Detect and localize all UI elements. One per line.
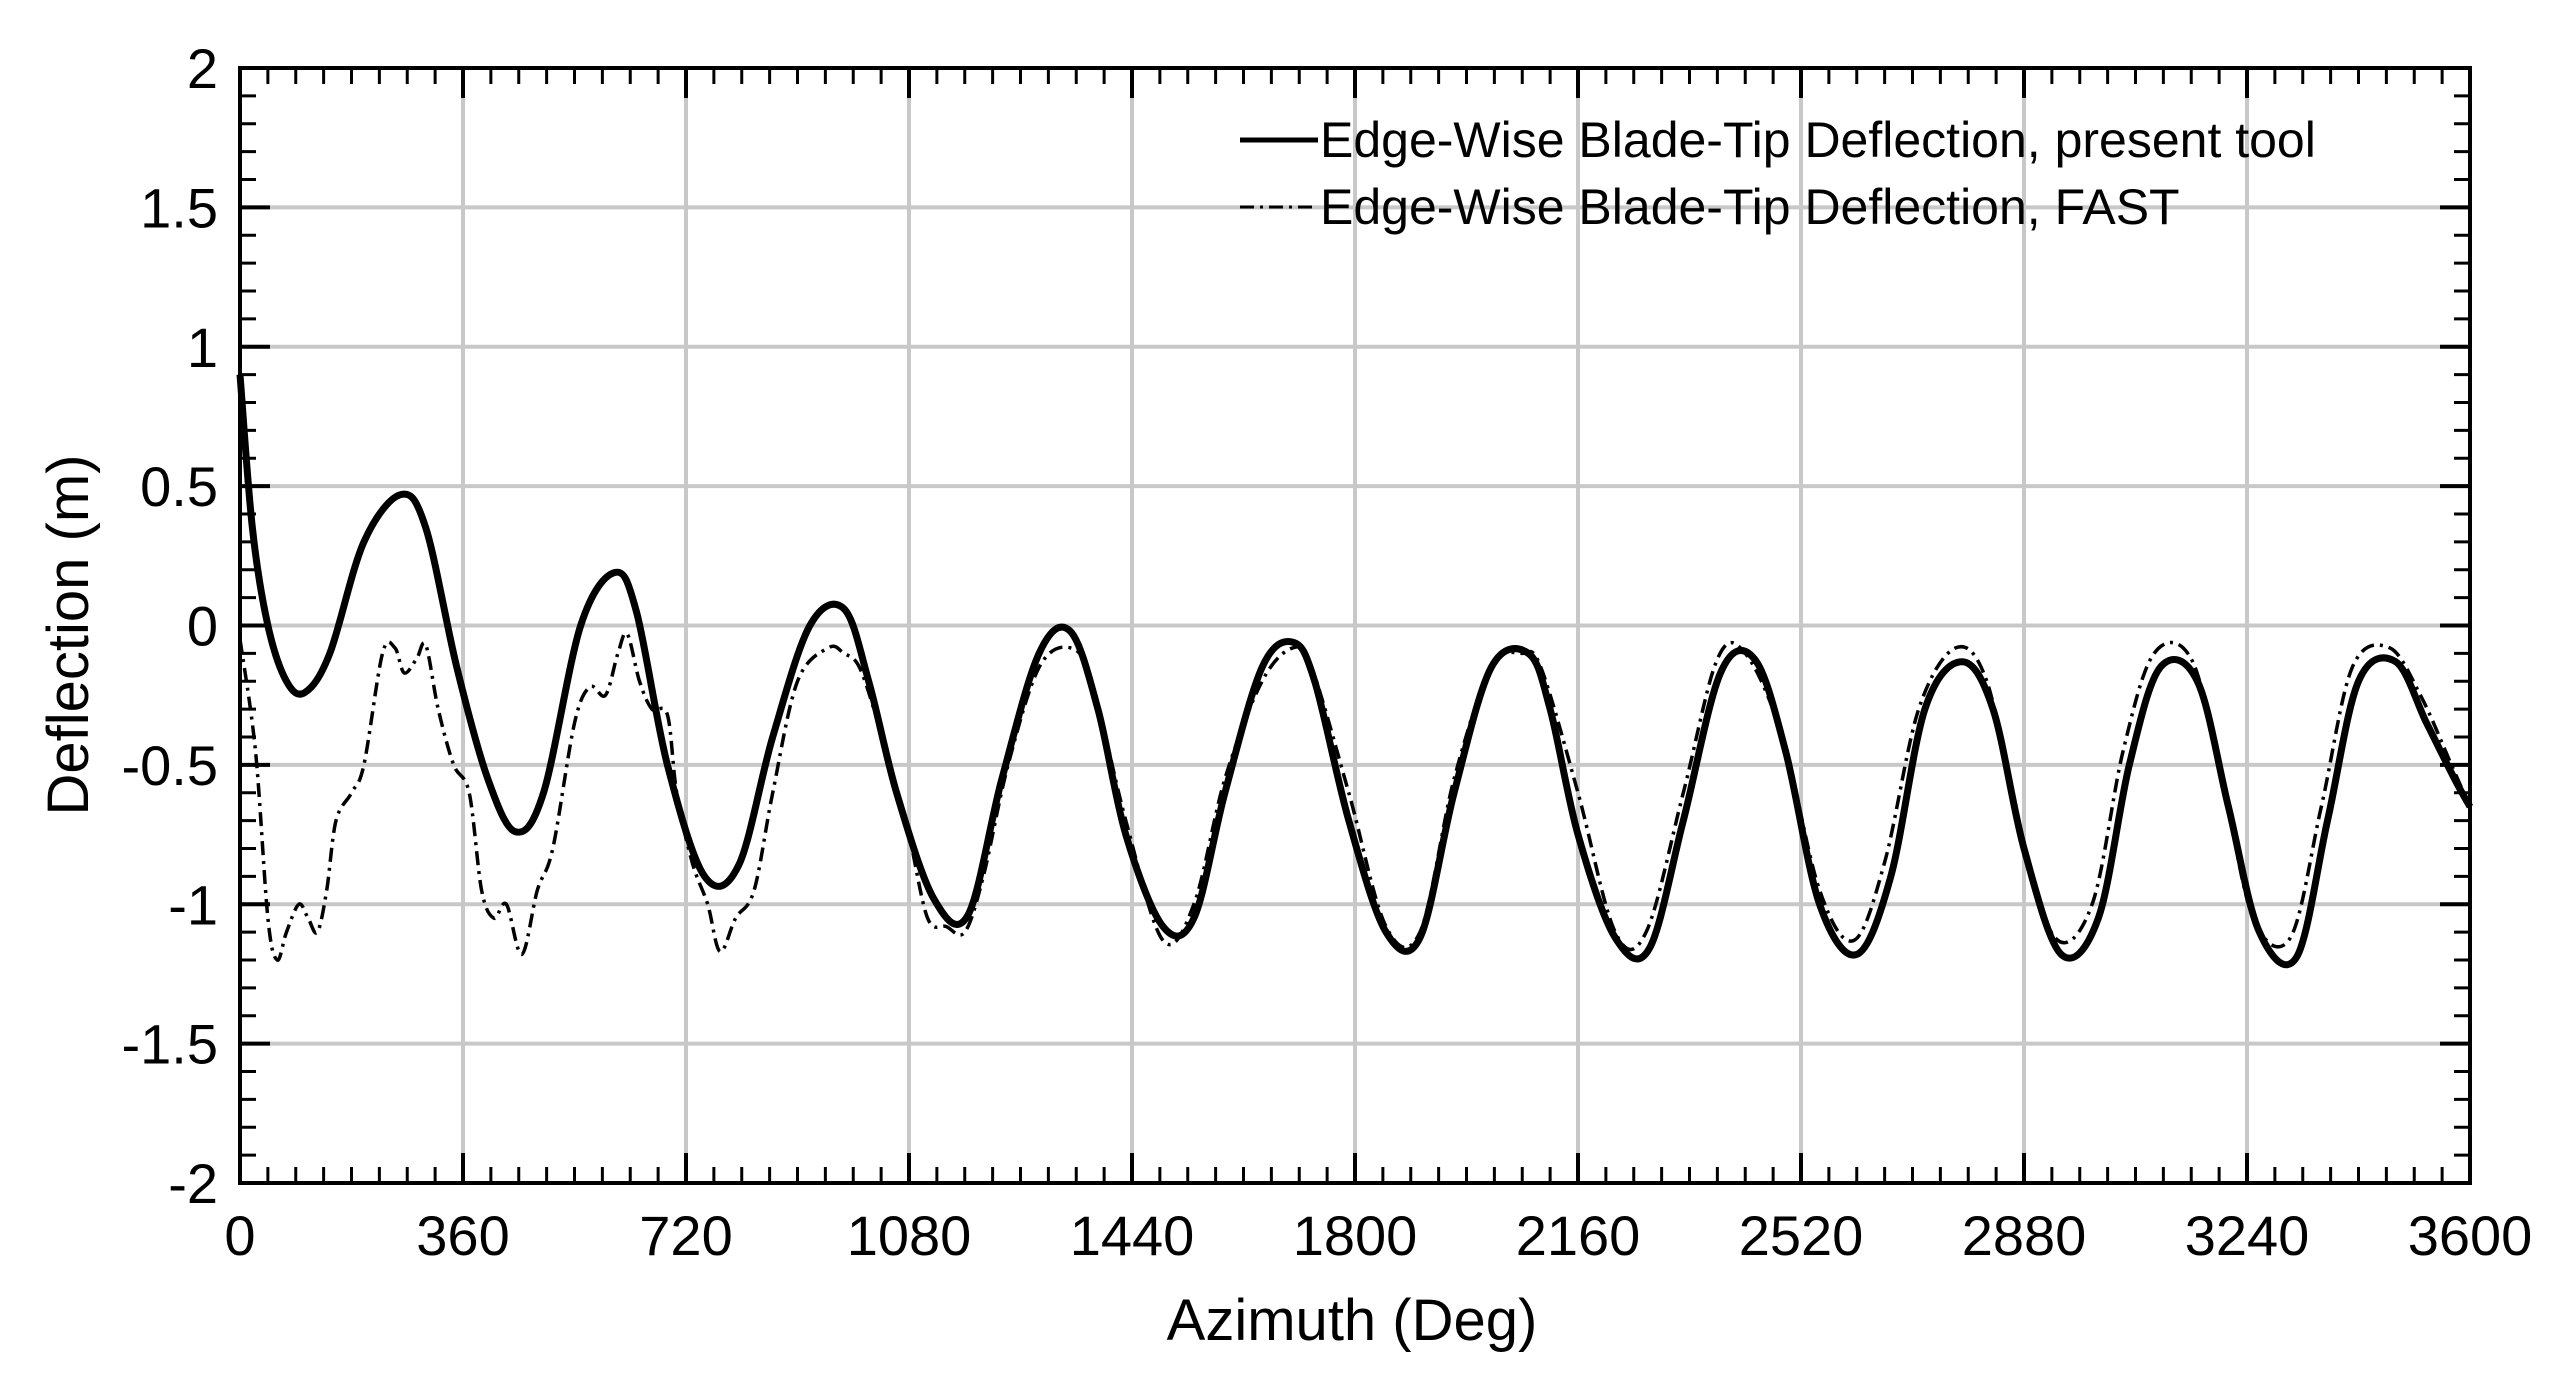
y-tick-label: -1 — [168, 873, 218, 936]
y-tick-label: 0 — [187, 595, 218, 658]
x-tick-label: 0 — [224, 1204, 255, 1267]
series-line-present-tool — [236, 374, 2474, 969]
axis-ticks — [238, 66, 2472, 1185]
y-tick-label: -0.5 — [122, 734, 219, 797]
x-tick-label: 720 — [639, 1204, 732, 1267]
y-tick-label: -1.5 — [122, 1013, 219, 1076]
grid-lines — [240, 68, 2470, 1183]
y-axis-title: Deflection (m) — [36, 455, 101, 816]
y-tick-label: 2 — [187, 37, 218, 100]
x-tick-label: 2880 — [1962, 1204, 2087, 1267]
series-lines — [236, 374, 2474, 969]
y-tick-labels: 2 1.5 1 0.5 0 -0.5 -1 -1.5 -2 — [122, 37, 219, 1215]
x-tick-label: 1800 — [1293, 1204, 1418, 1267]
y-tick-label: 1.5 — [140, 176, 218, 239]
y-tick-label: 1 — [187, 316, 218, 379]
series-line-fast — [238, 631, 2472, 962]
legend-label-fast: Edge-Wise Blade-Tip Deflection, FAST — [1320, 179, 2180, 235]
x-tick-label: 1080 — [847, 1204, 972, 1267]
x-tick-label: 3600 — [2408, 1204, 2533, 1267]
legend-label-present-tool: Edge-Wise Blade-Tip Deflection, present … — [1320, 112, 2316, 168]
x-tick-label: 1440 — [1070, 1204, 1195, 1267]
y-tick-label: 0.5 — [140, 455, 218, 518]
x-tick-label: 2160 — [1516, 1204, 1641, 1267]
x-tick-label: 3240 — [2185, 1204, 2310, 1267]
y-tick-label: -2 — [168, 1152, 218, 1215]
x-tick-label: 2520 — [1739, 1204, 1864, 1267]
x-tick-labels: 0 360 720 1080 1440 1800 2160 2520 2880 3240 3600 — [224, 1204, 2532, 1267]
x-axis-title: Azimuth (Deg) — [1167, 1288, 1538, 1353]
legend: Edge-Wise Blade-Tip Deflection, present … — [1240, 112, 2316, 235]
x-tick-label: 360 — [416, 1204, 509, 1267]
